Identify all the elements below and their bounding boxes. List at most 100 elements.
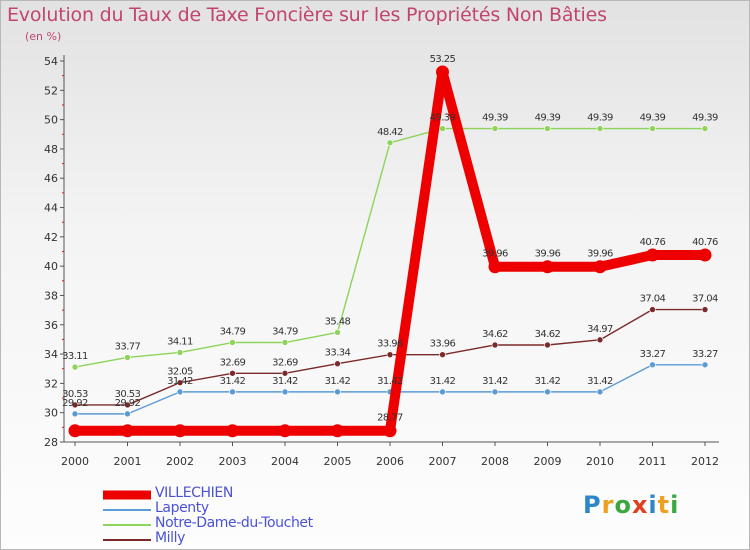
y-tick-label: 32 <box>44 377 58 390</box>
data-point-notre-dame-du-touchet <box>281 339 289 346</box>
y-tick-label: 42 <box>44 231 58 244</box>
data-label-milly: 32.05 <box>167 367 193 378</box>
legend-item: Notre-Dame-du-Touchet <box>103 515 383 532</box>
data-point-milly <box>544 341 551 349</box>
data-point-lapenty <box>701 361 709 369</box>
data-point-milly <box>386 351 394 358</box>
logo-letter: i <box>670 491 680 519</box>
data-label-lapenty: 31.42 <box>272 376 298 387</box>
data-label-milly: 33.34 <box>325 348 351 359</box>
data-point-notre-dame-du-touchet <box>124 354 131 361</box>
y-unit-label: (en %) <box>25 30 62 43</box>
data-point-villechien <box>278 424 292 438</box>
data-label-notre-dame-du-touchet: 48.42 <box>377 127 403 138</box>
y-tick-label: 36 <box>44 319 58 332</box>
data-label-notre-dame-du-touchet: 34.11 <box>167 336 193 347</box>
data-point-villechien <box>541 260 554 274</box>
data-label-villechien: 40.76 <box>640 237 666 248</box>
data-label-notre-dame-du-touchet: 33.77 <box>115 341 141 352</box>
data-point-milly <box>229 369 236 377</box>
data-label-villechien: 53.25 <box>430 54 456 65</box>
x-tick-label: 2012 <box>691 455 719 468</box>
x-tick-label: 2000 <box>61 455 89 468</box>
data-point-milly <box>71 401 79 409</box>
series-lines <box>68 65 712 438</box>
data-point-notre-dame-du-touchet <box>439 125 446 132</box>
data-label-lapenty: 31.42 <box>377 376 403 387</box>
x-tick-label: 2006 <box>376 455 404 468</box>
data-label-notre-dame-du-touchet: 49.39 <box>430 113 456 124</box>
data-point-milly <box>281 369 289 377</box>
data-point-villechien <box>436 65 449 79</box>
data-point-villechien <box>383 424 397 438</box>
data-label-milly: 33.96 <box>377 339 403 350</box>
x-tick-label: 2003 <box>219 455 247 468</box>
legend-item: VILLECHIEN <box>103 485 383 502</box>
data-label-milly: 34.62 <box>482 329 508 340</box>
data-label-milly: 32.69 <box>272 357 298 368</box>
data-point-milly <box>596 336 604 344</box>
data-point-milly <box>124 401 131 409</box>
logo-letter: P <box>583 491 602 519</box>
data-label-villechien: 39.96 <box>482 249 508 260</box>
data-label-notre-dame-du-touchet: 49.39 <box>692 113 718 124</box>
data-point-notre-dame-du-touchet <box>491 125 499 132</box>
data-label-lapenty: 31.42 <box>325 376 351 387</box>
x-tick-label: 2001 <box>114 455 142 468</box>
data-point-lapenty <box>71 410 79 418</box>
data-label-lapenty: 33.27 <box>640 349 666 360</box>
data-point-villechien <box>331 424 344 438</box>
y-tick-label: 44 <box>44 202 58 215</box>
legend-label: Lapenty <box>155 500 209 516</box>
data-label-lapenty: 31.42 <box>430 376 456 387</box>
data-point-villechien <box>121 424 134 438</box>
data-point-milly <box>334 360 341 368</box>
y-tick-label: 48 <box>44 143 58 156</box>
data-label-lapenty: 29.92 <box>115 398 141 409</box>
data-labels: 29.92 29.92 31.42 31.42 31.42 31.42 31.42 31.42… <box>62 54 718 424</box>
logo-letter: i <box>648 491 658 519</box>
data-point-lapenty <box>229 388 236 396</box>
data-point-lapenty <box>491 388 499 396</box>
data-point-lapenty <box>544 388 551 396</box>
data-point-notre-dame-du-touchet <box>176 349 184 356</box>
y-tick-label: 40 <box>44 260 58 273</box>
data-point-lapenty <box>124 410 131 418</box>
data-point-villechien <box>226 424 239 438</box>
data-label-notre-dame-du-touchet: 49.39 <box>640 113 666 124</box>
data-label-milly: 37.04 <box>692 294 718 305</box>
data-point-milly <box>439 351 446 358</box>
y-tick-label: 34 <box>44 348 58 361</box>
data-label-lapenty: 31.42 <box>167 376 193 387</box>
legend-label: Notre-Dame-du-Touchet <box>155 515 313 531</box>
logo-letter: r <box>601 491 615 519</box>
data-point-notre-dame-du-touchet <box>544 125 551 132</box>
x-tick-label: 2002 <box>166 455 194 468</box>
data-point-notre-dame-du-touchet <box>386 139 394 147</box>
data-label-milly: 30.53 <box>62 389 88 400</box>
logo-letter: o <box>614 491 632 519</box>
data-point-notre-dame-du-touchet <box>334 329 341 336</box>
data-point-notre-dame-du-touchet <box>701 125 709 132</box>
y-tick-label: 28 <box>44 436 58 449</box>
legend-label: Milly <box>155 530 186 546</box>
legend-swatch <box>103 538 151 541</box>
legend-swatch <box>103 490 151 499</box>
data-label-milly: 34.97 <box>587 324 613 335</box>
data-point-lapenty <box>176 388 184 396</box>
data-label-villechien: 39.96 <box>535 249 561 260</box>
axes: 28 30 32 34 36 38 40 42 44 46 48 50 52 54 2000 2001 2002… <box>44 55 719 468</box>
data-label-milly: 34.62 <box>535 329 561 340</box>
logo-letter: x <box>631 491 649 519</box>
data-label-lapenty: 31.42 <box>220 376 246 387</box>
data-label-notre-dame-du-touchet: 49.39 <box>587 113 613 124</box>
data-label-milly: 32.69 <box>220 357 246 368</box>
data-label-notre-dame-du-touchet: 34.79 <box>220 327 246 338</box>
legend-item: Lapenty <box>103 500 383 517</box>
data-label-villechien: 39.96 <box>587 249 613 260</box>
data-point-lapenty <box>596 388 604 396</box>
data-label-notre-dame-du-touchet: 34.79 <box>272 327 298 338</box>
legend-label: VILLECHIEN <box>155 485 233 501</box>
